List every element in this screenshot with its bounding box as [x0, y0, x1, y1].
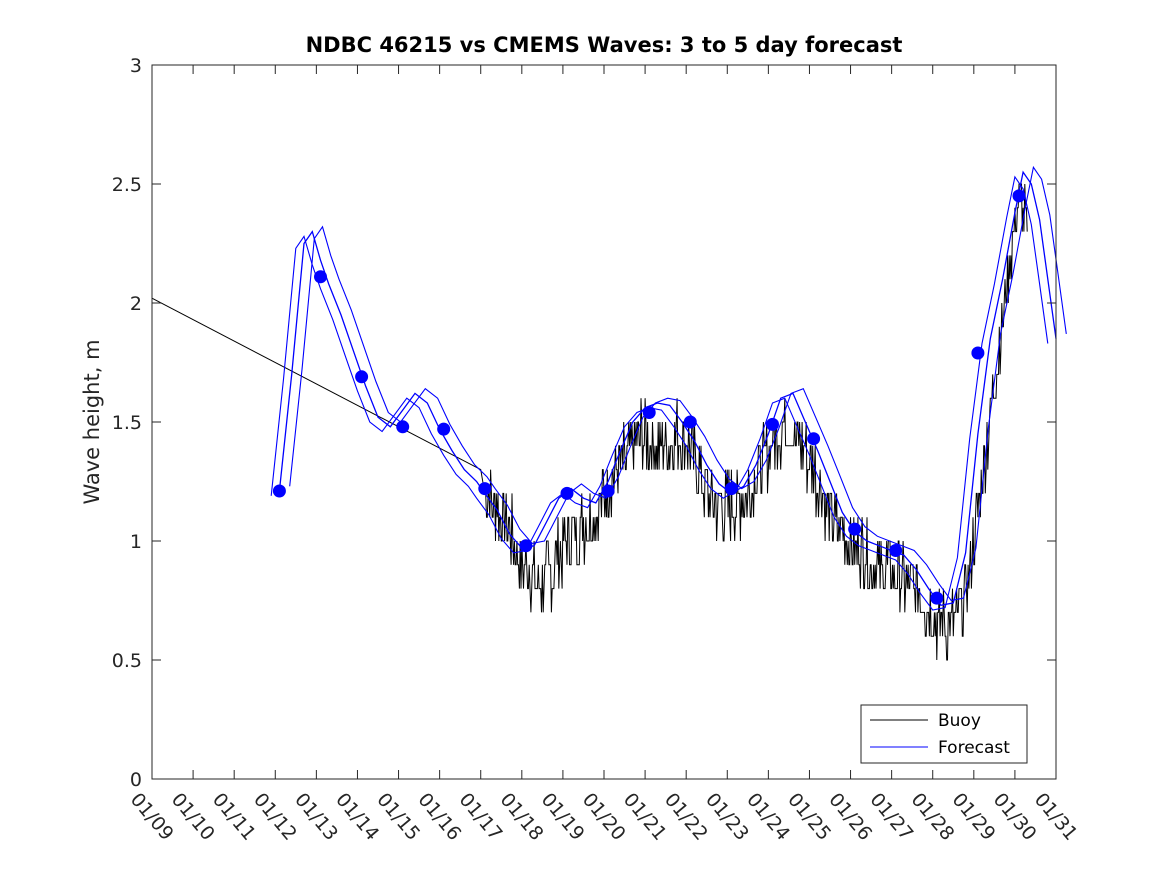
forecast-marker	[930, 591, 944, 605]
forecast-marker	[478, 482, 492, 496]
y-tick-label: 2	[130, 293, 142, 315]
legend-buoy-label: Buoy	[938, 711, 981, 731]
legend-forecast-label: Forecast	[938, 738, 1010, 758]
y-tick-label: 0.5	[112, 650, 142, 672]
forecast-marker	[272, 484, 286, 498]
forecast-marker	[889, 544, 903, 557]
y-tick-label: 1.5	[112, 412, 142, 434]
forecast-marker	[766, 417, 779, 431]
forecast-marker	[848, 522, 862, 536]
y-tick-label: 3	[130, 55, 142, 77]
forecast-marker	[642, 406, 656, 419]
series-line-forecast	[278, 170, 1057, 607]
y-axis-label: Wave height, m	[80, 339, 104, 504]
y-tick-label: 0	[130, 769, 142, 791]
forecast-marker	[519, 539, 533, 553]
y-tick-label: 2.5	[112, 174, 142, 196]
series-line-forecast-run-2	[289, 165, 1067, 602]
forecast-marker	[601, 484, 615, 498]
forecast-marker	[355, 370, 369, 384]
series-line-forecast-run-3	[270, 175, 1049, 611]
forecast-marker	[396, 420, 410, 434]
y-tick-label: 1	[130, 531, 142, 553]
marker-layer	[272, 189, 1026, 605]
plot-area	[152, 65, 1056, 779]
series-line-buoy	[151, 183, 1028, 661]
forecast-marker	[683, 415, 697, 429]
forecast-marker	[971, 346, 985, 360]
legend: Buoy Forecast	[860, 704, 1028, 764]
series-layer	[151, 165, 1067, 661]
forecast-marker	[1012, 189, 1026, 203]
forecast-marker	[437, 422, 451, 436]
forecast-marker	[560, 486, 574, 500]
forecast-marker	[807, 432, 821, 446]
legend-box	[860, 704, 1028, 764]
y-axis: 0 0.5 1 1.5 2 2.5 3	[112, 55, 1056, 791]
forecast-marker	[314, 270, 327, 284]
forecast-marker	[724, 482, 738, 496]
chart-title: NDBC 46215 vs CMEMS Waves: 3 to 5 day fo…	[306, 33, 903, 57]
